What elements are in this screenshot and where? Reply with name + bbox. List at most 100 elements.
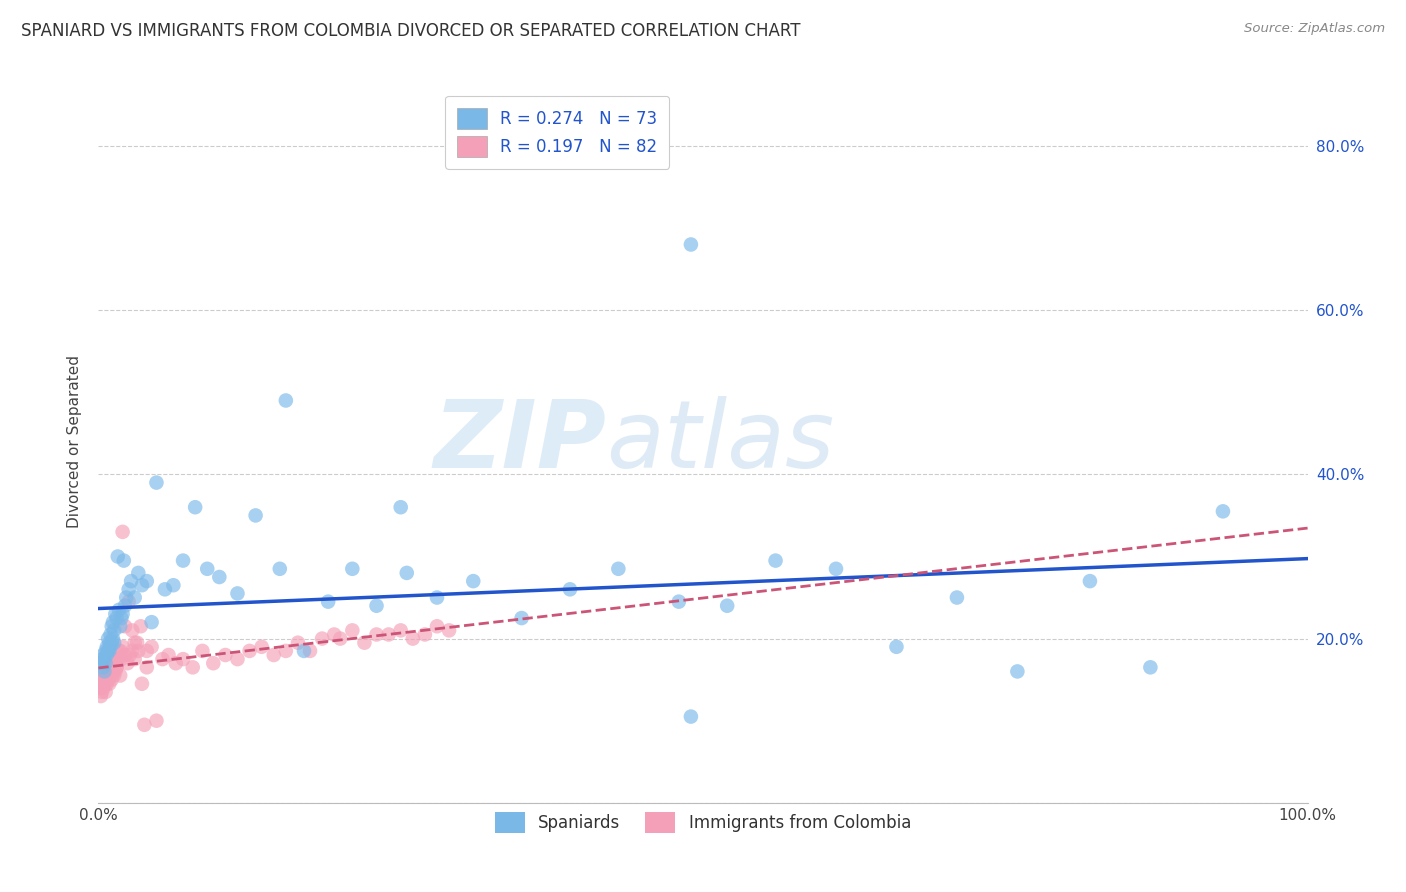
Point <box>402 632 425 646</box>
Point <box>679 709 702 723</box>
Point <box>245 508 267 523</box>
Point <box>886 640 908 654</box>
Point <box>377 627 399 641</box>
Point <box>89 681 111 695</box>
Point <box>389 500 412 515</box>
Point <box>274 393 297 408</box>
Point <box>124 652 146 666</box>
Point <box>100 627 122 641</box>
Point <box>135 644 157 658</box>
Point <box>90 689 112 703</box>
Point <box>94 668 117 682</box>
Point <box>100 660 122 674</box>
Point <box>91 648 114 662</box>
Point <box>104 607 127 621</box>
Point <box>91 673 114 687</box>
Point <box>107 549 129 564</box>
Point <box>131 677 153 691</box>
Point <box>91 668 114 682</box>
Point <box>105 611 128 625</box>
Point <box>90 657 112 671</box>
Point <box>214 648 236 662</box>
Point <box>94 657 117 671</box>
Point <box>96 640 118 654</box>
Point <box>110 611 132 625</box>
Point <box>120 574 142 588</box>
Point <box>94 644 117 658</box>
Point <box>124 636 146 650</box>
Point <box>172 553 194 567</box>
Point <box>98 644 121 658</box>
Point <box>108 644 131 658</box>
Point <box>104 665 127 679</box>
Point <box>105 660 128 674</box>
Point <box>110 652 132 666</box>
Point <box>668 594 690 608</box>
Point <box>195 562 218 576</box>
Point <box>1139 660 1161 674</box>
Point <box>114 599 136 613</box>
Point <box>463 574 485 588</box>
Point <box>292 644 315 658</box>
Point <box>101 665 124 679</box>
Point <box>97 668 120 682</box>
Y-axis label: Divorced or Separated: Divorced or Separated <box>67 355 83 528</box>
Point <box>124 591 146 605</box>
Point <box>287 636 309 650</box>
Point <box>184 500 207 515</box>
Point <box>239 644 262 658</box>
Point <box>103 668 125 682</box>
Point <box>91 660 114 674</box>
Point <box>765 553 787 567</box>
Point <box>153 582 176 597</box>
Point <box>118 648 141 662</box>
Point <box>118 594 141 608</box>
Point <box>1007 665 1029 679</box>
Point <box>145 714 167 728</box>
Point <box>108 668 131 682</box>
Point <box>342 624 364 638</box>
Point <box>114 648 136 662</box>
Point <box>96 648 118 662</box>
Point <box>105 660 128 674</box>
Point <box>93 673 115 687</box>
Point <box>134 718 156 732</box>
Point <box>91 681 114 695</box>
Point <box>202 657 225 671</box>
Text: SPANIARD VS IMMIGRANTS FROM COLOMBIA DIVORCED OR SEPARATED CORRELATION CHART: SPANIARD VS IMMIGRANTS FROM COLOMBIA DIV… <box>21 22 800 40</box>
Point <box>112 553 135 567</box>
Point <box>263 648 285 662</box>
Point <box>94 685 117 699</box>
Point <box>101 657 124 671</box>
Point <box>366 627 388 641</box>
Point <box>97 673 120 687</box>
Point <box>413 627 436 641</box>
Point <box>117 657 139 671</box>
Point <box>395 566 418 580</box>
Point <box>127 644 149 658</box>
Point <box>91 652 114 666</box>
Point <box>104 652 127 666</box>
Point <box>90 677 112 691</box>
Point <box>353 636 375 650</box>
Point <box>141 640 163 654</box>
Point <box>141 615 163 630</box>
Point <box>510 611 533 625</box>
Point <box>111 524 134 539</box>
Point <box>165 657 187 671</box>
Point <box>93 652 115 666</box>
Point <box>1078 574 1101 588</box>
Point <box>121 644 143 658</box>
Point <box>679 237 702 252</box>
Point <box>946 591 969 605</box>
Point <box>250 640 273 654</box>
Point <box>100 619 122 633</box>
Point <box>172 652 194 666</box>
Point <box>93 665 115 679</box>
Point <box>97 632 120 646</box>
Point <box>152 652 174 666</box>
Point <box>274 644 297 658</box>
Point <box>825 562 848 576</box>
Point <box>103 636 125 650</box>
Point <box>98 636 121 650</box>
